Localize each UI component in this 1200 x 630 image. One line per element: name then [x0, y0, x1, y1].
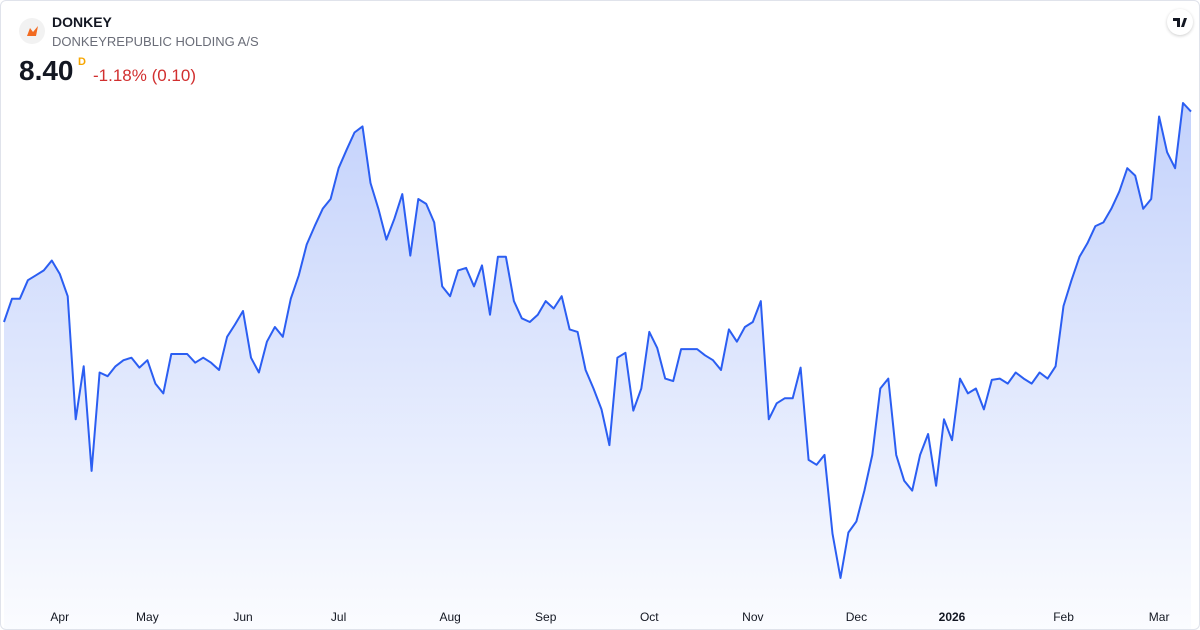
price-line — [3, 102, 1192, 579]
x-tick-label: 2026 — [939, 610, 966, 624]
price-change: -1.18% (0.10) — [93, 66, 196, 85]
x-tick-label: May — [136, 610, 159, 624]
interval-flag: D — [78, 56, 86, 68]
price: 8.40 — [19, 55, 74, 86]
x-tick-label: Mar — [1149, 610, 1170, 624]
x-tick-label: Sep — [535, 610, 557, 624]
logo — [19, 18, 45, 44]
x-tick-label: Oct — [640, 610, 659, 624]
x-tick-label: Jul — [331, 610, 346, 624]
x-tick-label: Apr — [50, 610, 69, 624]
brand-logo[interactable] — [1167, 9, 1193, 35]
x-tick-label: Dec — [846, 610, 867, 624]
x-tick-label: Aug — [439, 610, 460, 624]
x-tick-label: Feb — [1053, 610, 1074, 624]
brand-icon — [1173, 18, 1187, 27]
x-tick-label: Jun — [233, 610, 252, 624]
area-fill — [4, 103, 1191, 629]
x-tick-label: Nov — [742, 610, 763, 624]
symbol: DONKEY — [52, 14, 112, 30]
company-name: DONKEYREPUBLIC HOLDING A/S — [52, 34, 259, 49]
logo-icon — [27, 26, 38, 36]
